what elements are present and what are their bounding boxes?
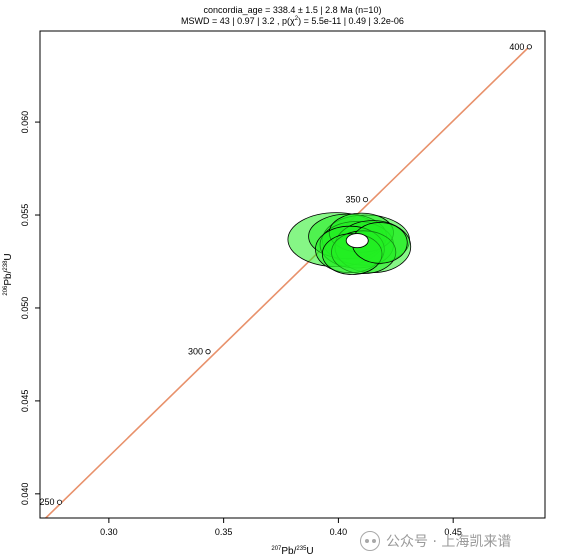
age-label-300: 300 [188, 347, 203, 357]
y-label-main: Pb/ [3, 270, 14, 285]
subtitle-part-a: MSWD = 43 | 0.97 | 3.2 , p(χ [181, 16, 295, 26]
concordia-curve [45, 45, 531, 518]
y-tick-label-2: 0.050 [20, 297, 30, 320]
plot-layer: 250 300 350 400 [39, 42, 532, 518]
x-label-sup2: 235 [296, 546, 307, 552]
y-tick-label-1: 0.045 [20, 390, 30, 413]
subtitle-superscript: 2 [294, 16, 299, 22]
age-label-400: 400 [509, 42, 524, 52]
age-marker-350 [362, 196, 369, 203]
y-label-end: U [3, 253, 14, 260]
chart-subtitle: MSWD = 43 | 0.97 | 3.2 , p(χ2) = 5.5e-11… [40, 16, 545, 26]
chart-title: concordia_age = 338.4 ± 1.5 | 2.8 Ma (n=… [203, 5, 382, 15]
x-tick-label-0: 0.30 [100, 527, 118, 537]
x-tick-label-1: 0.35 [215, 527, 233, 537]
watermark-text: 公众号 · 上海凯来谱 [386, 534, 512, 550]
age-marker-300 [205, 349, 211, 355]
x-tick-label-2: 0.40 [330, 527, 348, 537]
age-marker-250 [56, 499, 63, 505]
age-label-350: 350 [345, 195, 360, 205]
y-tick-label-0: 0.040 [20, 483, 30, 506]
watermark: 公众号 · 上海凯来谱 [360, 530, 511, 552]
x-label-main: Pb/ [281, 546, 296, 557]
y-axis-label: 206Pb/238U [3, 253, 14, 295]
concordia-age-ellipse [345, 233, 369, 249]
subtitle-part-b: ) = 5.5e-11 | 0.49 | 3.2e-06 [298, 16, 404, 26]
x-tick-label-3: 0.45 [444, 527, 462, 537]
y-label-sup: 206 [3, 285, 9, 296]
x-label-sup: 207 [271, 546, 282, 552]
y-label-sup2: 238 [3, 260, 9, 271]
y-tick-label-4: 0.060 [20, 111, 30, 134]
x-axis-label: 207Pb/235U [271, 546, 313, 557]
age-marker-400 [526, 44, 532, 50]
y-tick-label-3: 0.055 [20, 204, 30, 227]
wechat-logo-icon [360, 531, 380, 551]
age-label-250: 250 [39, 497, 54, 507]
x-label-end: U [306, 546, 313, 557]
axis-layer: 0.30 0.35 0.40 0.45 0.040 0.045 0.050 0.055 0.06… [20, 111, 462, 537]
plot-frame [39, 30, 546, 519]
